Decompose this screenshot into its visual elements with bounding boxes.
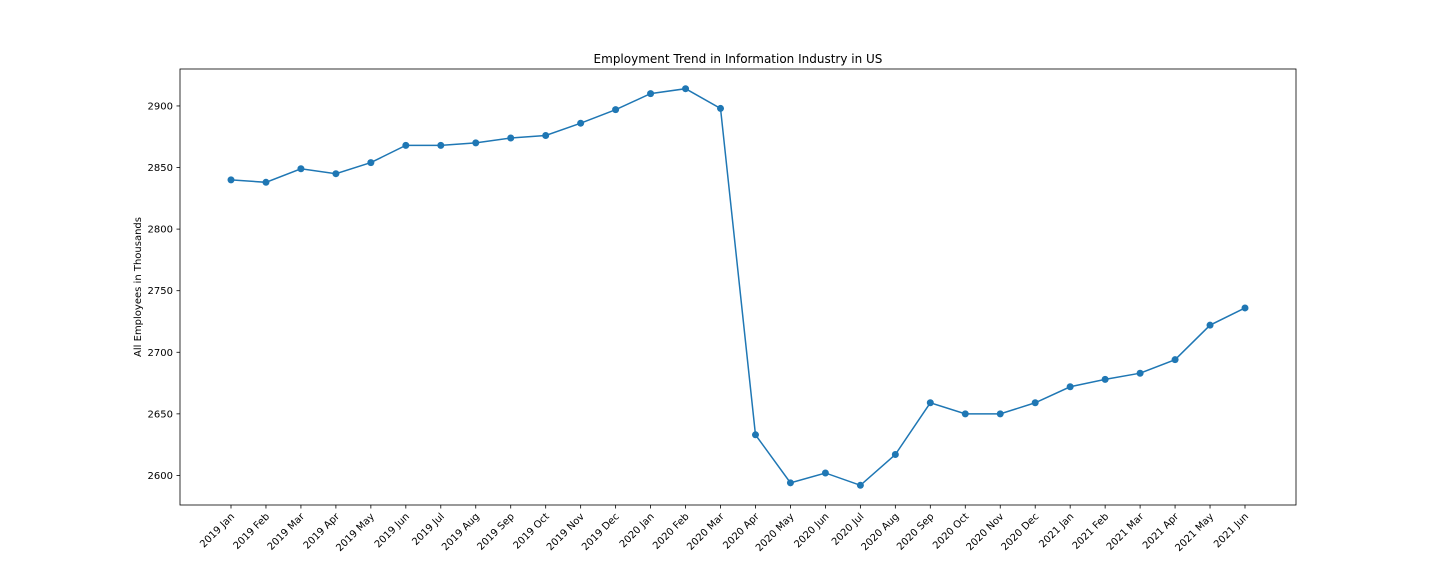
data-point [1206,321,1214,329]
data-point [507,134,515,142]
y-tick-label: 2750 [148,286,173,297]
data-point [227,176,235,184]
data-point [332,170,340,178]
y-tick-label: 2650 [148,409,173,420]
data-point [1066,383,1074,391]
data-point [1136,369,1144,377]
data-point [821,469,829,477]
data-point [961,410,969,418]
y-axis-title: All Employees in Thousands [133,217,144,357]
y-tick-label: 2600 [148,471,173,482]
data-point [297,165,305,173]
data-point [926,399,934,407]
data-point [1171,356,1179,364]
data-point [682,85,690,93]
chart-title: Employment Trend in Information Industry… [594,52,883,66]
data-point [647,90,655,98]
y-tick-label: 2850 [148,163,173,174]
data-point [437,141,445,149]
data-point [1241,304,1249,312]
data-point [367,159,375,167]
data-point [612,106,620,114]
data-point [262,178,270,186]
data-point [751,431,759,439]
data-point [1101,375,1109,383]
data-point [856,481,864,489]
series-line [230,87,1246,487]
data-point [542,132,550,140]
data-point [717,104,725,112]
data-point [996,410,1004,418]
data-point [472,139,480,147]
data-point [402,141,410,149]
data-point [577,119,585,127]
data-point [1031,399,1039,407]
data-point [786,479,794,487]
axes-frame [179,68,1297,506]
y-tick-label: 2800 [148,225,173,236]
y-tick-label: 2700 [148,348,173,359]
y-tick-label: 2900 [148,101,173,112]
data-point [891,451,899,459]
